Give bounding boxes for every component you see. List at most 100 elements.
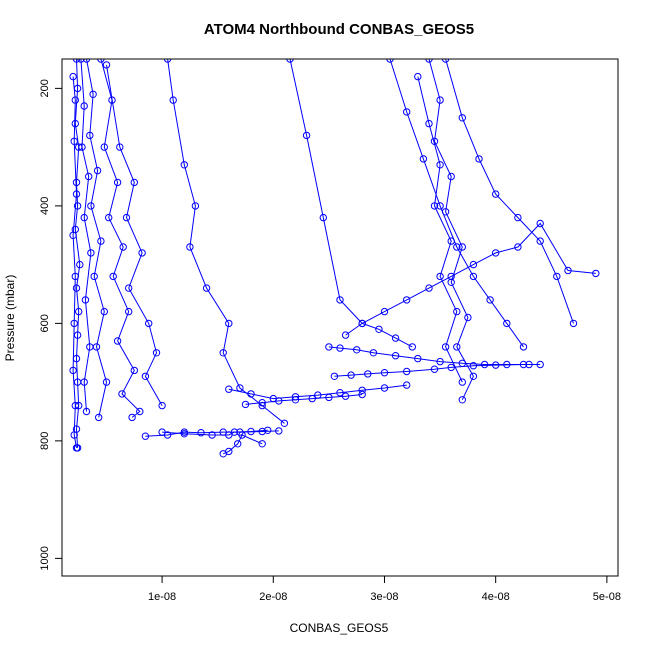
data-point <box>105 213 113 222</box>
data-point <box>158 401 166 410</box>
data-point <box>77 59 85 63</box>
data-point <box>275 397 283 405</box>
data-point <box>453 343 461 351</box>
data-point <box>486 296 494 304</box>
data-point <box>197 429 205 437</box>
series-9 <box>158 426 272 439</box>
series-7 <box>163 59 289 427</box>
data-point <box>73 202 82 210</box>
data-point <box>358 386 366 394</box>
data-point <box>286 59 294 63</box>
data-point <box>71 401 80 410</box>
data-point <box>319 213 327 222</box>
data-point <box>118 390 126 398</box>
data-point <box>70 137 78 146</box>
data-point <box>97 59 105 63</box>
data-point <box>514 243 522 251</box>
data-point <box>469 260 478 269</box>
data-point <box>336 296 344 304</box>
data-point <box>225 385 233 393</box>
data-point <box>145 319 153 328</box>
data-point <box>386 59 394 63</box>
series-line <box>72 76 78 448</box>
data-point <box>519 360 528 369</box>
data-point <box>275 427 283 435</box>
data-point <box>71 96 80 104</box>
data-point <box>536 219 544 228</box>
data-point <box>380 384 389 392</box>
data-point <box>536 360 544 369</box>
data-point <box>380 369 389 377</box>
data-point <box>336 344 344 352</box>
data-point <box>87 202 95 210</box>
data-point <box>480 360 489 369</box>
data-point <box>264 426 272 434</box>
data-point <box>403 296 411 304</box>
x-tick-label: 2e-08 <box>259 591 287 603</box>
data-point <box>141 432 150 440</box>
data-point <box>358 319 366 328</box>
data-point <box>82 59 91 63</box>
data-point <box>564 266 572 275</box>
data-point <box>119 243 127 251</box>
data-point <box>163 431 172 439</box>
data-point <box>76 260 84 269</box>
series-line <box>86 59 108 418</box>
data-point <box>258 440 266 448</box>
series-8 <box>141 427 283 440</box>
data-point <box>230 428 239 436</box>
data-point <box>75 307 83 316</box>
y-tick-label: 600 <box>39 314 51 332</box>
data-point <box>536 237 544 245</box>
data-point <box>453 307 461 316</box>
series-line <box>162 429 268 436</box>
data-point <box>93 166 102 175</box>
data-point <box>247 427 255 436</box>
data-point <box>436 202 444 210</box>
series-14 <box>330 360 528 380</box>
data-point <box>302 131 311 140</box>
data-point <box>116 143 124 151</box>
series-5 <box>97 59 144 422</box>
data-point <box>341 331 350 339</box>
x-tick-label: 1e-08 <box>148 591 176 603</box>
data-point <box>70 431 78 439</box>
data-point <box>492 361 500 369</box>
data-point <box>180 430 189 438</box>
series-line <box>428 59 474 401</box>
data-point <box>341 392 350 400</box>
data-point <box>109 272 117 281</box>
x-axis-label: CONBAS_GEOS5 <box>290 621 389 635</box>
plot-frame <box>61 58 619 577</box>
series-line <box>74 59 81 448</box>
data-point <box>258 427 266 436</box>
series-4 <box>82 59 111 422</box>
data-point <box>553 272 561 281</box>
data-point <box>70 319 78 328</box>
series-20 <box>286 59 416 351</box>
data-point <box>464 313 472 322</box>
data-point <box>369 349 378 357</box>
data-point <box>136 407 144 416</box>
y-axis: 200 400 600 800 1000 <box>39 79 62 571</box>
data-point <box>247 390 255 398</box>
data-point <box>72 284 81 292</box>
series-12 <box>241 390 366 409</box>
data-point <box>403 108 411 116</box>
data-point <box>138 249 146 257</box>
data-point <box>158 428 166 436</box>
data-point <box>453 243 461 251</box>
data-point <box>89 90 97 99</box>
data-point <box>592 269 600 278</box>
data-point <box>458 243 466 251</box>
data-point <box>102 378 111 386</box>
data-point <box>347 371 355 379</box>
data-point <box>441 208 450 216</box>
data-point <box>130 366 139 375</box>
data-point <box>208 431 216 439</box>
data-point <box>130 178 139 187</box>
y-tick-label: 1000 <box>39 546 51 570</box>
data-point <box>519 343 528 351</box>
x-tick-label: 3e-08 <box>370 591 398 603</box>
